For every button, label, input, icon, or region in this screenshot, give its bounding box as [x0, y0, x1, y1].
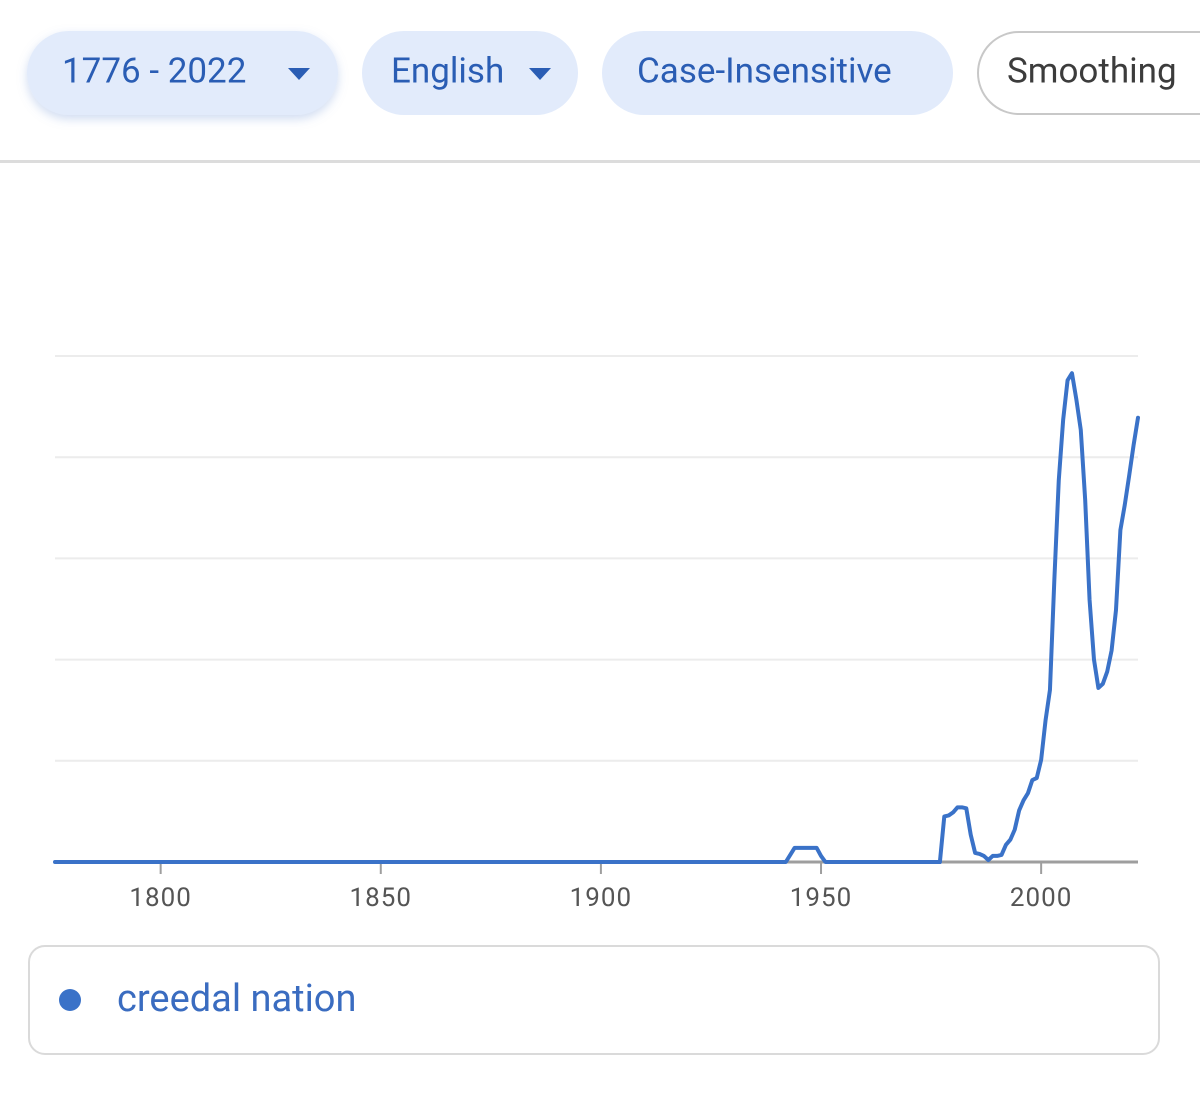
series-line: [53, 371, 1140, 864]
smoothing-chip[interactable]: Smoothing: [977, 31, 1200, 115]
divider: [0, 160, 1200, 163]
chip-label: 1776 - 2022: [62, 50, 246, 91]
date-range-chip[interactable]: 1776 - 2022: [27, 31, 338, 115]
x-tick-label: 1800: [129, 883, 191, 913]
caret: [529, 68, 551, 80]
chip-bg: [27, 31, 338, 115]
legend-label[interactable]: creedal nation: [117, 977, 356, 1021]
legend-marker: [59, 989, 81, 1011]
chip-bg: [977, 31, 1200, 115]
legend: creedal nation: [28, 945, 1160, 1055]
x-tick-label: 2000: [1010, 883, 1072, 913]
chip-label: English: [391, 50, 504, 91]
plot: 1800 1850 1900 1950 2000: [53, 355, 1140, 913]
x-tick-label: 1950: [790, 883, 852, 913]
chip-label: Smoothing: [1007, 50, 1177, 91]
chip-bg: [602, 31, 953, 115]
corpus-chip[interactable]: English: [362, 31, 578, 115]
caret: [288, 68, 310, 80]
x-tick-label: 1900: [570, 883, 632, 913]
chip-label: Case-Insensitive: [637, 50, 892, 91]
x-tick-label: 1850: [350, 883, 412, 913]
legend-box: [28, 945, 1160, 1055]
chip-bg: [362, 31, 578, 115]
case-chip[interactable]: Case-Insensitive: [602, 31, 953, 115]
